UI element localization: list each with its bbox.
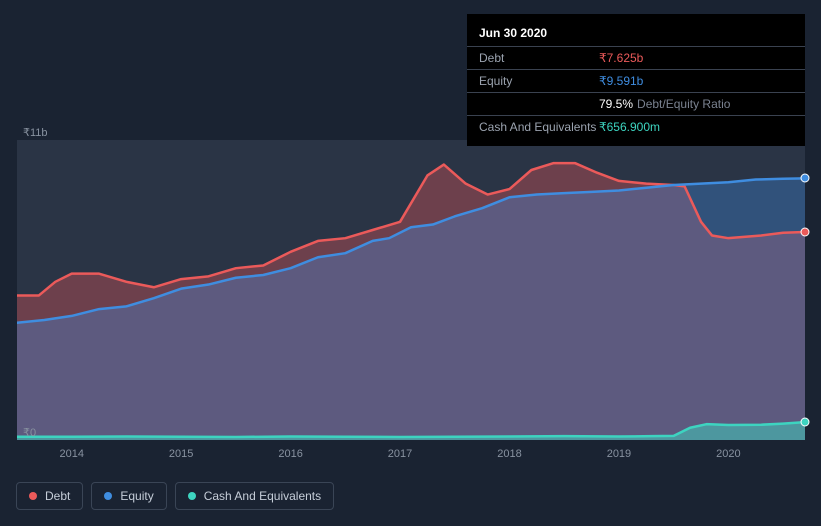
legend-label: Cash And Equivalents — [204, 489, 321, 503]
tooltip-label — [479, 97, 599, 111]
legend-item[interactable]: Debt — [16, 482, 83, 510]
tooltip-ratio-label: Debt/Equity Ratio — [637, 97, 730, 111]
tooltip-label: Cash And Equivalents — [479, 120, 599, 134]
x-axis-tick: 2018 — [497, 448, 521, 460]
tooltip-row: 79.5% Debt/Equity Ratio — [467, 92, 805, 115]
series-end-marker — [801, 174, 810, 183]
tooltip-value: ₹9.591b — [599, 74, 643, 88]
tooltip-row: Debt₹7.625b — [467, 46, 805, 69]
tooltip-label: Debt — [479, 51, 599, 65]
x-axis-tick: 2020 — [716, 448, 740, 460]
x-axis-tick: 2015 — [169, 448, 193, 460]
tooltip-date: Jun 30 2020 — [467, 22, 805, 46]
tooltip-row: Cash And Equivalents₹656.900m — [467, 115, 805, 138]
tooltip-ratio-value: 79.5% — [599, 97, 633, 111]
series-end-marker — [801, 228, 810, 237]
x-axis-tick: 2019 — [607, 448, 631, 460]
tooltip-row: Equity₹9.591b — [467, 69, 805, 92]
chart-tooltip: Jun 30 2020 Debt₹7.625bEquity₹9.591b79.5… — [467, 14, 805, 146]
y-axis-tick: ₹11b — [23, 126, 48, 139]
legend-dot-icon — [29, 492, 37, 500]
chart-plot-area — [17, 140, 805, 440]
legend-dot-icon — [188, 492, 196, 500]
legend-dot-icon — [104, 492, 112, 500]
tooltip-value: ₹656.900m — [599, 120, 660, 134]
legend-item[interactable]: Equity — [91, 482, 166, 510]
x-axis-tick: 2016 — [278, 448, 302, 460]
x-axis-tick: 2017 — [388, 448, 412, 460]
x-axis-tick: 2014 — [59, 448, 83, 460]
legend-label: Equity — [120, 489, 153, 503]
tooltip-value: ₹7.625b — [599, 51, 643, 65]
legend-item[interactable]: Cash And Equivalents — [175, 482, 334, 510]
tooltip-label: Equity — [479, 74, 599, 88]
legend-label: Debt — [45, 489, 70, 503]
legend: Debt Equity Cash And Equivalents — [16, 482, 334, 510]
y-axis-tick: ₹0 — [23, 426, 36, 439]
series-end-marker — [801, 418, 810, 427]
